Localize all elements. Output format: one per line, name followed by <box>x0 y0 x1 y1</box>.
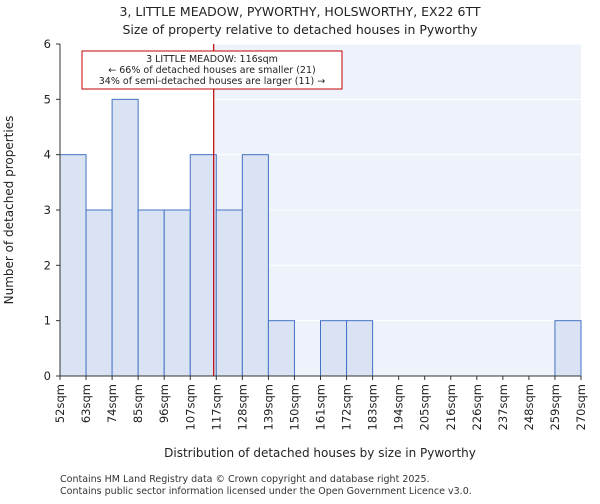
y-tick-label: 4 <box>44 148 51 162</box>
x-axis-label: Distribution of detached houses by size … <box>164 446 476 460</box>
histogram-bar <box>137 209 165 377</box>
histogram-bar <box>215 209 243 377</box>
x-tick-label: 172sqm <box>340 384 354 430</box>
annotation-line2: ← 66% of detached houses are smaller (21… <box>108 65 315 76</box>
chart-title-line1: 3, LITTLE MEADOW, PYWORTHY, HOLSWORTHY, … <box>119 4 480 19</box>
chart-title-line2: Size of property relative to detached ho… <box>122 22 478 37</box>
y-tick-label: 6 <box>44 37 51 51</box>
x-tick-label: 52sqm <box>53 384 67 423</box>
y-tick-label: 2 <box>44 258 51 272</box>
histogram-bar <box>346 320 374 377</box>
x-tick-label: 117sqm <box>209 384 223 430</box>
annotation-line3: 34% of semi-detached houses are larger (… <box>99 76 326 87</box>
x-tick-label: 183sqm <box>366 384 380 430</box>
x-tick-label: 226sqm <box>470 384 484 430</box>
y-tick-label: 5 <box>44 92 51 106</box>
x-tick-label: 63sqm <box>79 384 93 423</box>
x-tick-label: 139sqm <box>261 384 275 430</box>
annotation-border <box>81 50 343 90</box>
x-tick-label: 85sqm <box>131 384 145 423</box>
x-tick-label: 205sqm <box>418 384 432 430</box>
y-tick-label: 1 <box>44 314 51 328</box>
annotation-line1: 3 LITTLE MEADOW: 116sqm <box>146 54 278 65</box>
x-tick-label: 74sqm <box>105 384 119 423</box>
x-tick-label: 128sqm <box>235 384 249 430</box>
footer-line1: Contains HM Land Registry data © Crown c… <box>60 474 430 485</box>
x-tick-label: 161sqm <box>314 384 328 430</box>
x-tick-label: 216sqm <box>444 384 458 430</box>
y-tick-label: 3 <box>44 203 51 217</box>
histogram-bar <box>59 154 87 377</box>
histogram-bar <box>85 209 113 377</box>
histogram-bar <box>189 154 217 377</box>
footer-line2: Contains public sector information licen… <box>60 486 472 497</box>
histogram-bar <box>320 320 348 377</box>
histogram-bar <box>163 209 191 377</box>
x-tick-label: 194sqm <box>392 384 406 430</box>
annotation-box: 3 LITTLE MEADOW: 116sqm ← 66% of detache… <box>81 50 343 90</box>
x-tick-label: 270sqm <box>574 384 588 430</box>
histogram-bar <box>267 320 295 377</box>
x-tick-label: 237sqm <box>496 384 510 430</box>
histogram-bar <box>111 98 139 377</box>
y-axis-label: Number of detached properties <box>2 116 16 305</box>
x-tick-label: 259sqm <box>548 384 562 430</box>
x-tick-label: 248sqm <box>522 384 536 430</box>
histogram-bar <box>554 320 582 377</box>
x-tick-label: 107sqm <box>183 384 197 430</box>
histogram-bar <box>241 154 269 377</box>
y-tick-label: 0 <box>44 369 51 383</box>
plot-area: 0 1 2 3 4 5 6 52sqm 63sqm 74sqm 85sqm 96sqm 107sqm 11… <box>44 37 588 430</box>
x-tick-label: 150sqm <box>287 384 301 430</box>
x-tick-label: 96sqm <box>157 384 171 423</box>
